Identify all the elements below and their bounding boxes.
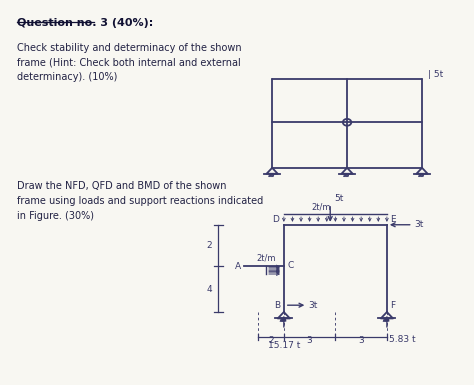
Text: | 5t: | 5t [428,70,443,79]
Text: 15.17 t: 15.17 t [268,341,300,350]
Text: 5.83 t: 5.83 t [389,335,416,344]
Text: Check stability and determinacy of the shown
frame (Hint: Check both internal an: Check stability and determinacy of the s… [17,43,241,82]
Text: 2: 2 [268,336,274,345]
Text: 2t/m: 2t/m [311,203,331,212]
Text: Question no. 3 (40%):: Question no. 3 (40%): [17,18,153,28]
Text: A: A [235,262,241,271]
Text: 3: 3 [358,336,364,345]
Text: 2: 2 [206,241,212,250]
Text: D: D [272,215,279,224]
Text: 4: 4 [206,285,212,294]
Text: 3t: 3t [414,220,423,229]
Text: B: B [274,301,281,310]
Text: 3: 3 [307,336,312,345]
Text: F: F [390,301,395,310]
Text: 3t: 3t [309,301,318,310]
Text: 2t/m: 2t/m [256,254,276,263]
Text: E: E [390,215,395,224]
Text: Draw the NFD, QFD and BMD of the shown
frame using loads and support reactions i: Draw the NFD, QFD and BMD of the shown f… [17,181,263,221]
Text: C: C [287,261,293,270]
Text: 5t: 5t [334,194,343,203]
